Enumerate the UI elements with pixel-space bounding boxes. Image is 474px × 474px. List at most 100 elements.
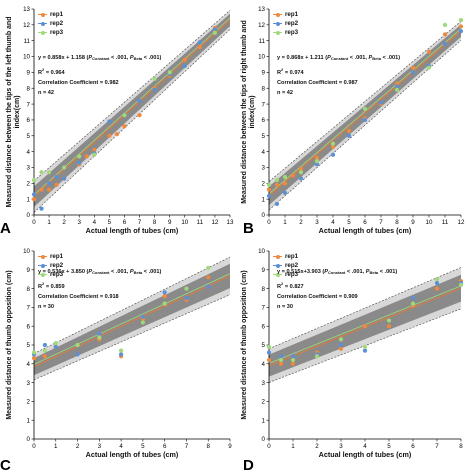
- data-point-rep3: [119, 348, 124, 353]
- data-point-rep1: [42, 354, 47, 359]
- regression-stats: y = 0.868x + 1.211 (PConstant < .001, PB…: [277, 53, 400, 99]
- x-tick-label: 1: [54, 443, 58, 450]
- x-tick-label: 10: [181, 219, 188, 226]
- x-tick-label: 4: [119, 443, 123, 450]
- x-tick-label: 6: [123, 219, 127, 226]
- equation-text: y = 0.868x + 1.211 (: [277, 55, 328, 61]
- legend-swatch: [38, 12, 47, 17]
- y-axis-label: Measured distance between the tips of ri…: [241, 20, 256, 204]
- x-axis-label: Actual length of tubes (cm): [85, 450, 179, 459]
- r-squared-symbol: R: [38, 283, 43, 290]
- data-point-rep1: [84, 154, 89, 159]
- y-axis-label: Measured distance of thumb opposition (c…: [6, 270, 13, 420]
- data-point-rep1: [92, 147, 97, 153]
- data-point-rep3: [338, 337, 344, 342]
- p-constant-sub: Constant: [92, 56, 110, 61]
- data-point-rep1: [46, 187, 52, 192]
- data-point-rep2: [46, 181, 52, 186]
- data-point-rep2: [282, 190, 288, 195]
- y-tick-label: 2: [262, 399, 266, 406]
- y-tick-label: 4: [262, 149, 266, 156]
- y-tick-label: 3: [27, 380, 31, 387]
- x-tick-label: 6: [163, 443, 167, 450]
- r-squared: R2 = 0.859: [38, 279, 161, 292]
- x-tick-label: 5: [108, 219, 112, 226]
- data-point-rep1: [314, 155, 320, 161]
- y-tick-label: 5: [27, 133, 31, 140]
- data-point-rep3: [53, 341, 58, 346]
- y-tick-label: 0: [262, 436, 266, 443]
- data-point-rep3: [362, 106, 368, 111]
- legend-item-rep3: rep3: [38, 270, 63, 279]
- data-point-rep2: [266, 193, 272, 199]
- y-tick-label: 8: [27, 85, 31, 92]
- legend-swatch: [273, 254, 282, 259]
- data-point-rep3: [62, 165, 67, 170]
- y-tick-label: 6: [262, 323, 266, 330]
- legend-item-rep1: rep1: [38, 10, 63, 19]
- p-beta-sub: Beta: [372, 56, 381, 61]
- correlation-coefficient: Correlation Coefficient = 0.909: [277, 293, 358, 300]
- p-beta-value: < .001): [142, 55, 162, 61]
- plot-svg: 0 1 2 3 4 5 6 7 8 9 0 1 2 3 4 5 6 7 8 9 10: [23, 248, 232, 450]
- legend-label: rep2: [285, 262, 299, 269]
- x-tick-label: 1: [283, 219, 287, 226]
- data-point-rep1: [162, 294, 167, 299]
- y-tick-label: 5: [262, 133, 266, 140]
- fit-line-secondary: [33, 17, 231, 196]
- legend-swatch: [273, 30, 282, 35]
- y-tick-label: 7: [262, 305, 266, 312]
- data-point-rep2: [458, 29, 464, 34]
- regression-equation: y = 0.868x + 1.211 (PConstant < .001, PB…: [277, 53, 400, 65]
- data-point-rep2: [197, 40, 202, 45]
- data-point-rep1: [107, 133, 112, 138]
- x-tick-label: 7: [379, 219, 383, 226]
- data-point-rep3: [184, 286, 189, 291]
- regression-stats: y = 0.515x+3.903 (PConstant < .001, PBet…: [277, 267, 397, 313]
- legend-swatch: [38, 254, 47, 259]
- data-point-rep3: [458, 17, 464, 23]
- legend-label: rep3: [50, 271, 64, 278]
- data-point-rep1: [39, 187, 44, 192]
- y-tick-label: 2: [262, 181, 266, 188]
- data-point-rep2: [31, 192, 37, 197]
- y-tick-label: 10: [23, 54, 30, 61]
- x-tick-label: 2: [299, 219, 303, 226]
- p-constant-value: < .001,: [109, 269, 130, 275]
- band-boundary-line: [268, 21, 462, 182]
- legend-label: rep3: [285, 271, 299, 278]
- legend-item-rep2: rep2: [273, 261, 298, 270]
- legend-swatch: [273, 272, 282, 277]
- data-point-rep1: [54, 182, 59, 187]
- data-point-rep2: [107, 119, 112, 124]
- data-point-rep2: [39, 206, 44, 211]
- data-point-rep3: [458, 282, 464, 287]
- data-point-rep2: [434, 280, 440, 286]
- y-tick-label: 13: [258, 6, 265, 13]
- y-tick-label: 8: [27, 286, 31, 293]
- x-tick-label: 3: [78, 219, 82, 226]
- data-point-rep1: [434, 286, 440, 291]
- data-point-rep1: [362, 324, 368, 329]
- y-tick-label: 10: [258, 54, 265, 61]
- data-point-rep3: [75, 342, 80, 348]
- data-point-rep2: [182, 63, 187, 69]
- data-point-rep1: [330, 144, 336, 149]
- sample-size: n = 30: [38, 304, 55, 311]
- x-tick-label: 12: [458, 219, 465, 226]
- p-constant-sub: Constant: [330, 56, 349, 61]
- y-tick-label: 5: [27, 342, 31, 349]
- data-point-rep3: [410, 301, 416, 306]
- y-tick-label: 3: [262, 165, 266, 172]
- data-point-rep3: [46, 170, 52, 175]
- data-point-rep2: [162, 290, 167, 295]
- data-point-rep1: [197, 44, 202, 50]
- correlation-coefficient: Correlation Coefficient = 0.982: [38, 79, 119, 86]
- x-tick-label: 1: [47, 219, 51, 226]
- p-constant-sub: Constant: [92, 270, 110, 275]
- p-beta-sub: Beta: [133, 270, 143, 275]
- plot-svg: 0 1 2 3 4 5 6 7 8 0 1 2 3 4 5 6 7 8 9 10: [258, 248, 464, 450]
- y-tick-label: 9: [27, 267, 31, 274]
- data-point-rep2: [410, 70, 416, 75]
- sample-size: n = 42: [38, 90, 55, 97]
